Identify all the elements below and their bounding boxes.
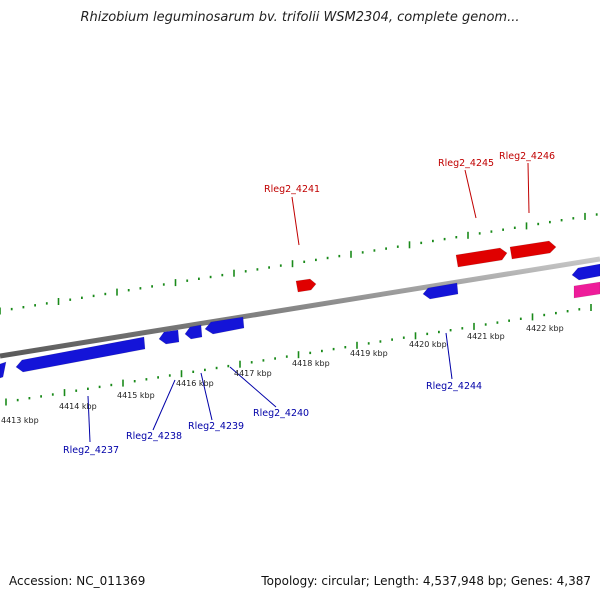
kbp-label: 4419 kbp: [350, 349, 388, 358]
gene-label-rleg2-4244[interactable]: Rleg2_4244: [426, 381, 482, 392]
gene-rleg2-4237[interactable]: [15, 336, 146, 373]
callout-line-rleg2-4245: [464, 169, 477, 219]
gene-label-rleg2-4239[interactable]: Rleg2_4239: [188, 421, 244, 432]
outer-tick-track: [0, 212, 598, 315]
kbp-label: 4418 kbp: [292, 359, 330, 368]
kbp-label: 4416 kbp: [176, 379, 214, 388]
gene-label-rleg2-4241[interactable]: Rleg2_4241: [264, 184, 320, 195]
genome-stats-text: Topology: circular; Length: 4,537,948 bp…: [261, 574, 591, 588]
genome-backbone: [0, 256, 600, 359]
map-title: Rhizobium leguminosarum bv. trifolii WSM…: [80, 10, 520, 25]
kbp-label: 4417 kbp: [234, 369, 272, 378]
kbp-label: 4422 kbp: [526, 324, 564, 333]
kbp-label: 4420 kbp: [409, 340, 447, 349]
callout-line-rleg2-4238: [152, 379, 176, 431]
kbp-label: 4414 kbp: [59, 402, 97, 411]
gene-rleg2-4240[interactable]: [204, 316, 245, 335]
gene-rleg2-4239[interactable]: [184, 324, 203, 340]
accession-text: Accession: NC_011369: [9, 574, 146, 588]
inner-tick-track: [5, 304, 592, 406]
callout-line-rleg2-4240: [229, 366, 277, 408]
gene-label-rleg2-4245[interactable]: Rleg2_4245: [438, 158, 494, 169]
gene-right-edge-reverse[interactable]: [571, 263, 600, 281]
gene-rleg2-4246[interactable]: [509, 240, 557, 260]
gene-label-rleg2-4240[interactable]: Rleg2_4240: [253, 408, 309, 419]
gene-rleg2-4244[interactable]: [422, 282, 459, 300]
gene-rleg2-4245[interactable]: [455, 247, 508, 268]
callout-line-rleg2-4246: [527, 162, 530, 214]
gene-label-rleg2-4246[interactable]: Rleg2_4246: [499, 151, 555, 162]
kbp-label: 4413 kbp: [1, 416, 39, 425]
callout-line-rleg2-4239: [200, 372, 213, 421]
callout-line-rleg2-4237: [87, 395, 91, 443]
gene-rleg2-4241[interactable]: [295, 278, 317, 293]
gene-right-edge-other[interactable]: [573, 281, 600, 299]
gene-label-rleg2-4237[interactable]: Rleg2_4237: [63, 445, 119, 456]
gene-rleg2-4236[interactable]: [0, 361, 7, 379]
callout-line-rleg2-4244: [445, 332, 453, 380]
kbp-label: 4421 kbp: [467, 332, 505, 341]
gene-rleg2-4238[interactable]: [158, 329, 180, 345]
kbp-label: 4415 kbp: [117, 391, 155, 400]
callout-line-rleg2-4241: [291, 196, 300, 246]
gene-label-rleg2-4238[interactable]: Rleg2_4238: [126, 431, 182, 442]
